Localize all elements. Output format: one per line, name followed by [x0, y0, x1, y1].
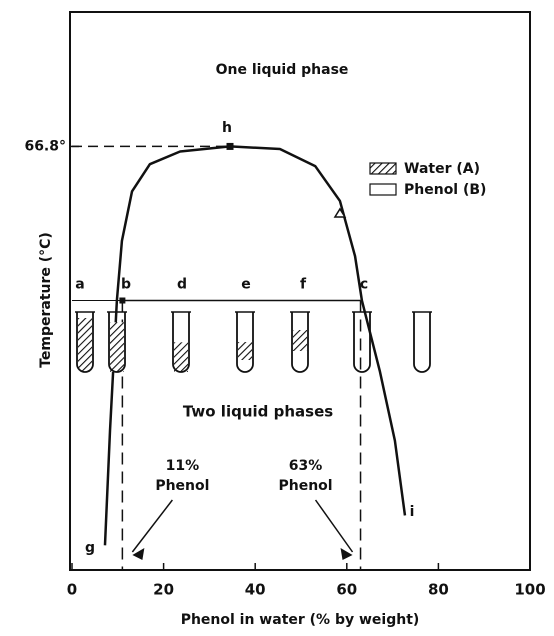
- point-label: c: [360, 277, 368, 293]
- arrow-shaft: [131, 499, 173, 553]
- point-label: g: [85, 540, 95, 556]
- point-label: a: [75, 277, 84, 293]
- composition-percent: 63%: [289, 458, 323, 474]
- composition-name: Phenol: [278, 478, 332, 494]
- point-b-marker: [119, 297, 126, 304]
- x-tick-label: 60: [336, 581, 357, 599]
- y-axis-label: Temperature (°C): [38, 232, 54, 368]
- arrow-head: [132, 548, 145, 560]
- test-tube: [108, 312, 126, 373]
- tube-water-layer: [174, 342, 188, 372]
- test-tube: [76, 312, 94, 373]
- region-label: One liquid phase: [216, 62, 349, 78]
- y-tick-label: 66.8°: [24, 138, 66, 154]
- point-label: h: [222, 120, 232, 136]
- composition-name: Phenol: [155, 478, 209, 494]
- x-tick-label: 20: [153, 581, 174, 599]
- x-tick-label: 40: [245, 581, 266, 599]
- point-label: e: [241, 277, 251, 293]
- legend-label: Phenol (B): [404, 182, 486, 198]
- x-tick-label: 100: [514, 581, 545, 599]
- arrow-head: [340, 548, 353, 560]
- test-tube: [236, 312, 254, 373]
- arrow-shaft: [314, 499, 354, 553]
- legend-label: Water (A): [404, 161, 480, 177]
- region-label: Two liquid phases: [183, 403, 333, 421]
- composition-percent: 11%: [166, 458, 200, 474]
- legend-swatch-phenol: [369, 183, 397, 196]
- tube-water-layer: [238, 342, 252, 360]
- test-tube: [413, 312, 431, 373]
- test-tube: [291, 312, 309, 373]
- tube-water-layer: [293, 330, 307, 351]
- x-tick-label: 0: [67, 581, 77, 599]
- plot-frame: [69, 11, 531, 571]
- point-label: i: [410, 504, 415, 520]
- test-tube: [353, 312, 371, 373]
- point-label: b: [121, 277, 131, 293]
- x-axis-label: Phenol in water (% by weight): [181, 612, 420, 628]
- test-tube: [172, 312, 190, 373]
- triangle-marker: [333, 207, 347, 218]
- tube-water-layer: [78, 318, 92, 372]
- legend-swatch-water: [369, 162, 397, 175]
- tube-water-layer: [110, 322, 124, 372]
- point-label: f: [300, 277, 307, 293]
- x-tick-label: 80: [428, 581, 449, 599]
- critical-point: [226, 142, 234, 150]
- point-label: d: [177, 277, 187, 293]
